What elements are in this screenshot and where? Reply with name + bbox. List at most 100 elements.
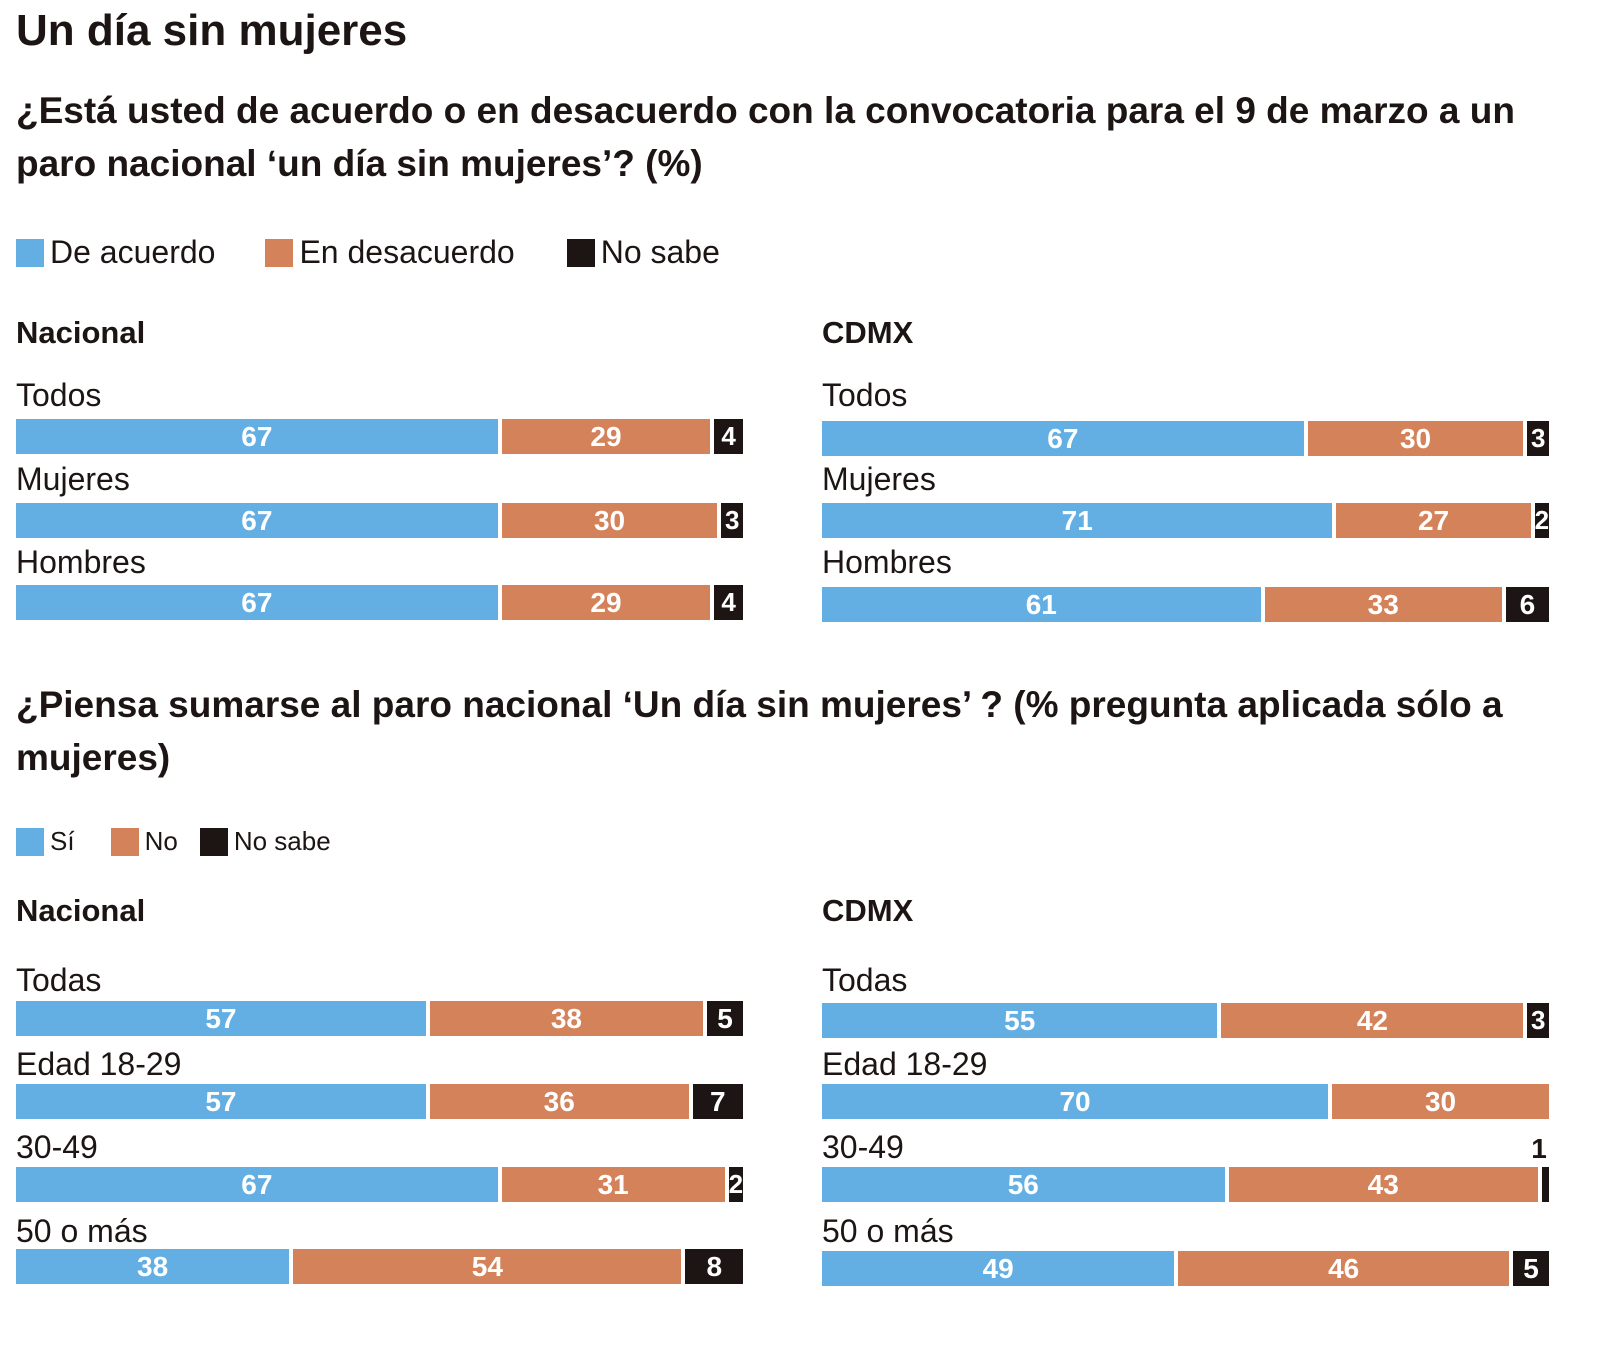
bar-segment-si [822, 1084, 1329, 1119]
row-label-todos: Todos [822, 377, 908, 413]
bar-value-no-sabe: 5 [1523, 1253, 1539, 1284]
panel-title: Nacional [16, 893, 146, 928]
bar-segment-de-acuerdo [822, 503, 1333, 538]
bar-value-de-acuerdo: 67 [241, 505, 273, 536]
bar-segment-no [1228, 1167, 1538, 1202]
row-label-todos: Todos [16, 377, 102, 413]
row-label-edad-18-29: Edad 18-29 [16, 1046, 182, 1082]
bar-segment-no [429, 1001, 704, 1036]
legend-item-no-sabe: No sabe [199, 826, 331, 857]
bar-value-si: 57 [205, 1003, 237, 1034]
row-label-hombres: Hombres [16, 544, 146, 580]
legend-item-si: Sí [16, 826, 75, 857]
bar-segment-no-sabe [685, 1249, 743, 1284]
page-title: Un día sin mujeres [16, 6, 408, 55]
bar-value-no-sabe: 3 [1530, 1005, 1546, 1035]
legend-swatch [265, 238, 294, 267]
row-label-30-49: 30-49 [16, 1129, 98, 1165]
bar-segment-no [1178, 1251, 1510, 1286]
bar-value-no: 31 [597, 1169, 629, 1200]
bar-segment-no-sabe [721, 503, 743, 538]
bar-segment-no-sabe [1527, 1003, 1549, 1038]
legend-swatch [110, 827, 139, 856]
bar-value-de-acuerdo: 71 [1061, 505, 1093, 536]
legend-item-de-acuerdo: De acuerdo [16, 234, 215, 271]
bar-segment-en-desacuerdo [1336, 503, 1531, 538]
bar-value-no-sabe: 6 [1519, 589, 1536, 620]
bar-value-si: 56 [1007, 1169, 1039, 1200]
bar-value-no: 54 [471, 1251, 503, 1282]
bar-segment-si [16, 1001, 426, 1036]
legend-item-no: No [110, 826, 178, 857]
legend-swatch [16, 827, 44, 856]
bar-value-no-sabe: 4 [721, 587, 736, 617]
bar-segment-no-sabe [707, 1001, 743, 1036]
bar-segment-en-desacuerdo [501, 585, 711, 620]
bar-segment-no-sabe [714, 585, 743, 620]
bar-value-no: 46 [1328, 1253, 1360, 1284]
question-1: ¿Está usted de acuerdo o en desacuerdo c… [16, 90, 1515, 184]
bar-value-de-acuerdo: 67 [241, 587, 273, 618]
bar-value-no-sabe: 5 [717, 1003, 733, 1034]
bar-segment-de-acuerdo [822, 421, 1304, 456]
bar-value-si: 57 [205, 1086, 237, 1117]
bar-value-no-sabe: 2 [728, 1169, 743, 1199]
bar-value-si: 55 [1004, 1005, 1036, 1036]
bar-segment-si [16, 1167, 498, 1202]
panel-q2-nacional: Nacional Todas 57 38 5 Edad 18-29 57 36 7 30-49 67… [16, 893, 743, 1293]
bar-segment-no-sabe [1527, 421, 1549, 456]
bar-segment-de-acuerdo [16, 503, 498, 538]
panel-q1-nacional: Nacional Todos 67 29 4 Mujeres 67 30 3 Hombres 67 2… [16, 315, 743, 635]
panel-title: CDMX [822, 315, 914, 350]
bar-value-no: 42 [1356, 1005, 1388, 1036]
bar-segment-no [429, 1084, 689, 1119]
legend-1: De acuerdo En desacuerdo No sabe [16, 234, 720, 271]
bar-value-no: 36 [543, 1086, 575, 1117]
bar-value-en-desacuerdo: 30 [593, 505, 626, 536]
bar-value-de-acuerdo: 67 [1047, 423, 1079, 454]
legend-swatch [199, 827, 228, 856]
bar-segment-si [16, 1084, 426, 1119]
panel-q2-cdmx: CDMX Todas 55 42 3 Edad 18-29 70 30 30-49 56 43 1 50… [822, 893, 1549, 1293]
bar-value-en-desacuerdo: 27 [1417, 505, 1450, 536]
bar-value-si: 70 [1059, 1086, 1091, 1117]
legend-swatch [16, 238, 44, 267]
bar-value-no: 30 [1424, 1086, 1457, 1117]
bar-value-de-acuerdo: 67 [241, 421, 273, 452]
row-label-mujeres: Mujeres [822, 461, 936, 497]
bar-segment-no-sabe [728, 1167, 743, 1202]
legend-swatch [566, 238, 595, 267]
bar-segment-no-sabe [714, 419, 743, 454]
legend-label: No [144, 826, 178, 856]
legend-2: Sí No No sabe [16, 826, 331, 857]
bar-value-en-desacuerdo: 29 [590, 587, 622, 618]
bar-segment-no [1332, 1084, 1549, 1119]
bar-value-si: 49 [982, 1253, 1014, 1284]
bar-segment-no-sabe [692, 1084, 743, 1119]
bar-segment-si [822, 1167, 1225, 1202]
bar-value-en-desacuerdo: 33 [1367, 589, 1399, 620]
bar-value-de-acuerdo: 61 [1025, 589, 1057, 620]
bar-value-no-sabe: 7 [710, 1086, 726, 1117]
row-label-50-o-mas: 50 o más [822, 1213, 954, 1249]
bar-segment-no [1221, 1003, 1524, 1038]
bar-segment-no-sabe [1505, 587, 1549, 622]
question-2: ¿Piensa sumarse al paro nacional ‘Un día… [16, 684, 1503, 778]
bar-segment-si [822, 1251, 1175, 1286]
bar-value-no: 43 [1367, 1169, 1399, 1200]
bar-segment-en-desacuerdo [1307, 421, 1524, 456]
legend-label: Sí [50, 826, 75, 856]
bar-segment-en-desacuerdo [501, 419, 711, 454]
bar-value-no-sabe: 3 [1530, 423, 1546, 453]
bar-segment-de-acuerdo [16, 419, 498, 454]
panel-title: CDMX [822, 893, 914, 928]
legend-label: No sabe [600, 234, 720, 270]
legend-label: No sabe [233, 826, 331, 856]
bar-segment-no [501, 1167, 725, 1202]
row-label-hombres: Hombres [822, 544, 952, 580]
bar-value-si: 67 [241, 1169, 273, 1200]
row-label-edad-18-29: Edad 18-29 [822, 1046, 988, 1082]
legend-label: De acuerdo [50, 234, 216, 270]
panel-title: Nacional [16, 315, 146, 350]
row-label-50-o-mas: 50 o más [16, 1213, 148, 1249]
